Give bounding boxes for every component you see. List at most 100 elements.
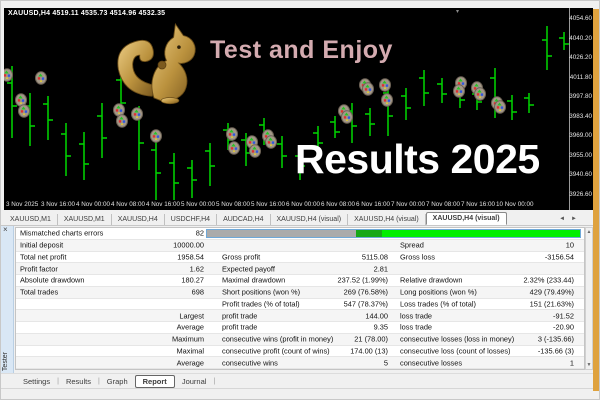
price-axis-label: 4026.20 bbox=[569, 54, 592, 62]
report-cell-label: Initial deposit bbox=[20, 240, 64, 250]
ohlc-bar bbox=[205, 143, 215, 186]
progress-running-segment bbox=[382, 230, 580, 237]
ohlc-bar bbox=[43, 96, 53, 140]
ohlc-bar bbox=[542, 26, 552, 70]
trade-marker-icon bbox=[226, 127, 238, 141]
report-cell-value: 151 (21.63%) bbox=[529, 299, 574, 309]
report-row: Average consecutive wins 5 consecutive loss… bbox=[16, 357, 584, 369]
report-cell-value: 5 bbox=[383, 358, 388, 368]
report-row: Total trades 698 Short positions (won %) 26… bbox=[16, 286, 584, 299]
trade-marker-icon bbox=[4, 68, 13, 82]
ohlc-bar bbox=[365, 108, 375, 136]
chart-tab[interactable]: AUDCAD,H4 bbox=[217, 214, 271, 225]
report-cell-label: Total trades bbox=[20, 287, 59, 297]
time-axis-label: 6 Nov 00:00 bbox=[286, 201, 320, 208]
time-axis-label: 4 Nov 08:00 bbox=[111, 201, 145, 208]
tester-tab-graph[interactable]: Graph bbox=[106, 376, 128, 386]
chart-tab[interactable]: USDCHF,H4 bbox=[165, 214, 218, 225]
ohlc-bar bbox=[401, 88, 411, 120]
report-cell-label: Gross profit bbox=[222, 252, 261, 262]
report-cell-value: 1 bbox=[569, 358, 574, 368]
report-cell-value: 1.62 bbox=[189, 264, 204, 274]
trade-marker-icon bbox=[150, 129, 162, 143]
tester-tab-report[interactable]: Report bbox=[134, 374, 175, 388]
price-axis-label: 4040.20 bbox=[569, 34, 592, 42]
report-cell-label: consecutive wins bbox=[222, 358, 278, 368]
brand-logo: Test and Enjoy bbox=[108, 16, 393, 114]
tester-tab-settings[interactable]: Settings bbox=[23, 376, 51, 386]
chart-tab[interactable]: XAUUSD,M1 bbox=[58, 214, 112, 225]
report-row: Profit factor 1.62 Expected payoff 2.81 bbox=[16, 263, 584, 275]
ohlc-bar bbox=[61, 123, 71, 176]
report-cell-label: Gross loss bbox=[400, 252, 435, 262]
time-axis-label: 3 Nov 16:00 bbox=[41, 201, 75, 208]
report-row: Mismatched charts errors 82 bbox=[16, 228, 584, 240]
price-axis-label: 3940.60 bbox=[569, 171, 592, 179]
report-cell-value: 9.35 bbox=[373, 322, 388, 332]
report-cell-value: 2.81 bbox=[373, 264, 388, 274]
trade-marker-icon bbox=[265, 135, 277, 149]
report-cell-label: Loss trades (% of total) bbox=[400, 299, 476, 309]
report-cell-label: Expected payoff bbox=[222, 264, 275, 274]
report-cell-value: 698 bbox=[191, 287, 204, 297]
price-axis-label: 3983.40 bbox=[569, 112, 592, 120]
ohlc-bar bbox=[437, 78, 447, 103]
report-cell-label: consecutive profit (count of wins) bbox=[222, 346, 330, 356]
report-cell-label: Relative drawdown bbox=[400, 275, 463, 285]
ohlc-bar bbox=[97, 103, 107, 158]
trade-marker-icon bbox=[131, 107, 143, 121]
ohlc-bar bbox=[295, 148, 305, 180]
report-cell-value: 144.00 bbox=[365, 311, 388, 321]
ohlc-bar bbox=[559, 32, 569, 50]
price-axis-label: 3926.60 bbox=[569, 190, 592, 198]
scroll-down-icon[interactable]: ▼ bbox=[586, 362, 592, 368]
report-cell-value: 2.32% (233.44) bbox=[523, 275, 574, 285]
price-axis-label: 3997.80 bbox=[569, 93, 592, 101]
report-cell-label: loss trade bbox=[400, 311, 433, 321]
tab-separator: | bbox=[97, 377, 100, 385]
report-cell-value: Maximal bbox=[176, 346, 204, 356]
report-cell-value: Maximum bbox=[171, 334, 204, 344]
report-cell-label: Profit factor bbox=[20, 264, 58, 274]
report-cell-label: Long positions (won %) bbox=[400, 287, 477, 297]
chart-tab-bar: XAUUSD,M1 XAUUSD,M1 XAUUSD,H4 USDCHF,H4 AUDC… bbox=[1, 210, 593, 226]
time-axis-label: 7 Nov 00:00 bbox=[391, 201, 425, 208]
tester-tab-journal[interactable]: Journal bbox=[181, 376, 207, 386]
tester-tab-results[interactable]: Results bbox=[65, 376, 91, 386]
report-cell-label: Absolute drawdown bbox=[20, 275, 85, 285]
chart-panel: XAUUSD,H4 4519.11 4535.73 4514.96 4532.3… bbox=[4, 8, 593, 210]
results-watermark: Results 2025 bbox=[295, 136, 540, 182]
ohlc-bar bbox=[169, 153, 179, 205]
time-axis-label: 6 Nov 16:00 bbox=[356, 201, 390, 208]
trade-marker-icon bbox=[453, 84, 465, 98]
tester-panel-label: Tester bbox=[2, 351, 9, 371]
scroll-up-icon[interactable]: ▲ bbox=[586, 229, 592, 235]
price-axis-label: 4011.80 bbox=[569, 73, 592, 81]
tab-scroll-left-icon[interactable]: ◄ bbox=[559, 216, 566, 222]
report-cell-value: 82 bbox=[195, 228, 204, 238]
progress-mid-segment bbox=[356, 230, 383, 237]
report-cell-label: consecutive wins (profit in money) bbox=[222, 334, 334, 344]
ohlc-bar bbox=[277, 136, 287, 168]
test-progress-bar bbox=[206, 229, 581, 238]
report-cell-label: loss trade bbox=[400, 322, 433, 332]
chart-tab[interactable]: XAUUSD,M1 bbox=[4, 214, 58, 225]
gold-edge-border bbox=[593, 9, 599, 391]
chart-plot-area[interactable]: XAUUSD,H4 4519.11 4535.73 4514.96 4532.3… bbox=[4, 8, 570, 210]
tab-scroll-right-icon[interactable]: ► bbox=[571, 216, 577, 222]
report-cell-value: 10 bbox=[565, 240, 574, 250]
chart-tab[interactable]: XAUUSD,H4 bbox=[112, 214, 165, 225]
chart-tab[interactable]: XAUUSD,H4 (visual) bbox=[271, 214, 349, 225]
time-axis-label: 10 Nov 00:00 bbox=[496, 201, 534, 208]
chart-tab[interactable]: XAUUSD,H4 (visual) bbox=[425, 212, 507, 225]
close-icon[interactable]: × bbox=[3, 225, 8, 234]
backtest-report-table: Mismatched charts errors 82 Initial deposi… bbox=[15, 227, 585, 370]
report-row: Total net profit 1958.54 Gross profit 5115.… bbox=[16, 252, 584, 264]
report-cell-value: -135.66 (3) bbox=[537, 346, 574, 356]
report-cell-label: profit trade bbox=[222, 322, 258, 332]
report-scrollbar[interactable]: ▲ ▼ bbox=[585, 227, 593, 370]
report-cell-value: -91.52 bbox=[553, 311, 574, 321]
report-cell-value: 1958.54 bbox=[177, 252, 204, 262]
chart-tab[interactable]: XAUUSD,H4 (visual) bbox=[348, 214, 426, 225]
trade-marker-icon bbox=[474, 87, 486, 101]
